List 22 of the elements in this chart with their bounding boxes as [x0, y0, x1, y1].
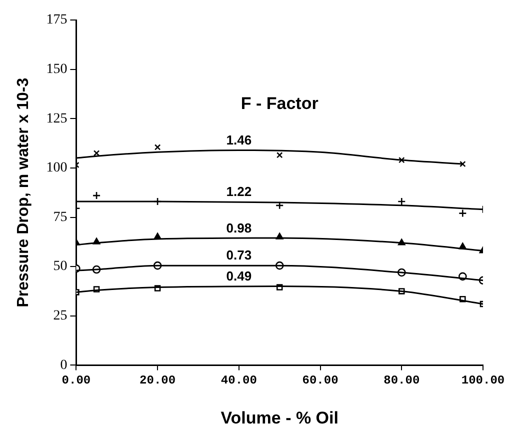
series-label: 1.46 [226, 132, 252, 148]
x-tick-label: 80.00 [384, 373, 420, 388]
y-tick-label: 125 [46, 111, 68, 126]
x-tick-label: 0.00 [62, 373, 91, 388]
y-tick-label: 100 [46, 160, 68, 176]
y-tick-label: 150 [46, 62, 68, 77]
x-tick-label: 40.00 [220, 373, 257, 388]
x-tick-label: 20.00 [140, 373, 176, 388]
y-tick-label: 75 [53, 210, 68, 225]
series-label: 1.22 [226, 184, 252, 200]
series-label: 0.49 [226, 268, 252, 284]
y-axis-title: Pressure Drop, m water x 10-3 [15, 78, 32, 308]
x-tick-label: 60.00 [302, 373, 338, 388]
x-tick-label: 100.00 [461, 373, 505, 388]
y-tick-label: 0 [60, 358, 68, 373]
x-axis-title: Volume - % Oil [220, 408, 338, 428]
series-label: 0.73 [226, 248, 252, 263]
y-tick-label: 175 [46, 12, 68, 28]
series-label: 0.98 [226, 220, 252, 236]
annotation: F - Factor [240, 94, 319, 113]
y-tick-label: 25 [53, 308, 68, 324]
y-tick-label: 50 [53, 259, 68, 274]
